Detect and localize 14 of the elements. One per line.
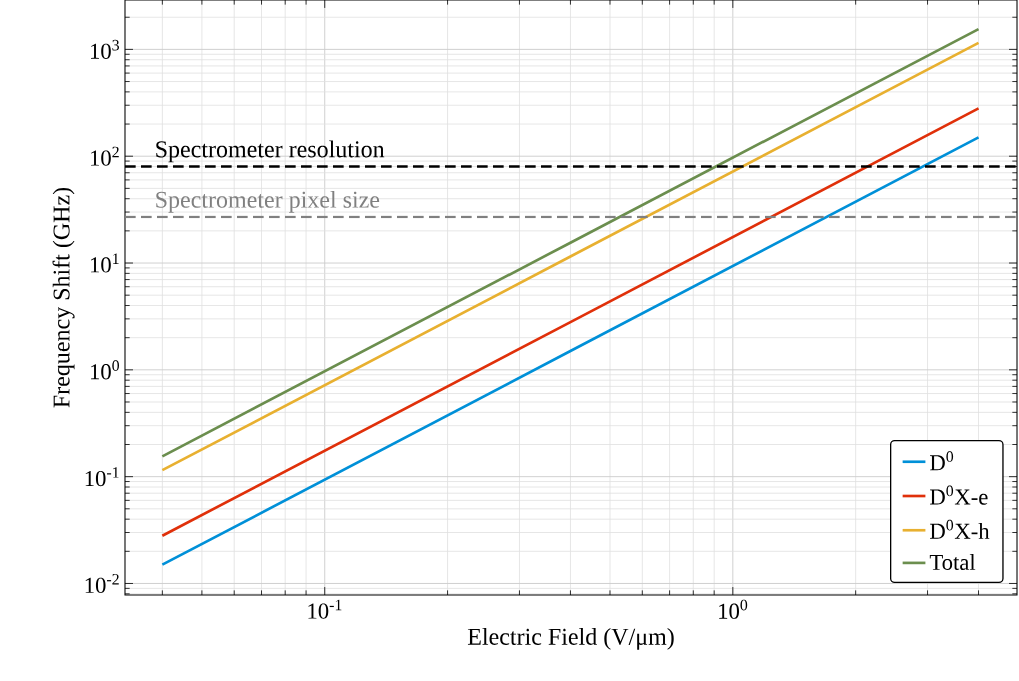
ref-line-label: Spectrometer resolution (156, 140, 385, 163)
legend-label: D$^{0}$X-h (930, 519, 990, 539)
ref-line-label: Spectrometer pixel size (156, 190, 380, 213)
y-tick-label: 10$^{-1}$ (85, 467, 119, 487)
x-axis-title: Electric Field (V/μm) (467, 627, 674, 650)
y-tick-label: 10$^{3}$ (91, 39, 119, 59)
y-tick-label: 10$^{-2}$ (85, 573, 119, 594)
legend-label: D$^{0}$ (930, 451, 954, 471)
y-tick-label: 10$^{1}$ (91, 253, 119, 273)
y-axis-title: Frequency Shift (GHz) (52, 187, 75, 408)
legend-label: Total (929, 554, 976, 570)
legend-label: D$^{0}$X-e (930, 485, 988, 505)
y-tick-label: 10$^{2}$ (91, 146, 119, 166)
y-tick-label: 10$^{0}$ (91, 360, 120, 380)
